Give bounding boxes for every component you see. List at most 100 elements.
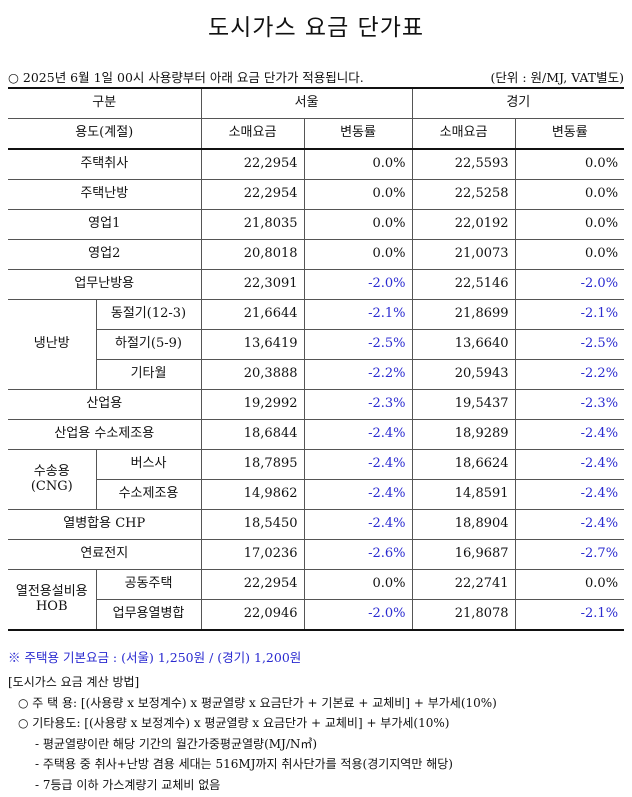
seoul-price: 20,3888 <box>200 359 305 390</box>
header-category: 구분 <box>8 87 202 119</box>
table-row: 업무난방용 22,3091 -2.0% 22,5146 -2.0% <box>8 269 625 300</box>
usage-label: 기타월 <box>96 359 202 390</box>
table-row: 하절기(5-9) 13,6419 -2.5% 13,6640 -2.5% <box>8 329 625 360</box>
usage-label: 영업2 <box>8 239 202 270</box>
seoul-price: 22,2954 <box>200 569 305 600</box>
page-title: 도시가스 요금 단가표 <box>207 15 425 41</box>
gg-price: 22,0192 <box>411 209 516 240</box>
seoul-change: 0.0% <box>303 209 413 240</box>
tariff-table: 구분 서울 경기 용도(계절) 소매요금 변동률 소매요금 변동률 주택취사 2… <box>8 87 625 631</box>
table-row: 연료전지 17,0236 -2.6% 16,9687 -2.7% <box>8 539 625 570</box>
seoul-price: 14,9862 <box>200 479 305 510</box>
gg-change: -2.3% <box>514 389 625 420</box>
group-label-transport: 수송용 (CNG) <box>8 449 97 510</box>
gg-price: 18,6624 <box>411 449 516 480</box>
seoul-price: 19,2992 <box>200 389 305 420</box>
usage-label: 공동주택 <box>95 569 202 600</box>
seoul-change: 0.0% <box>303 148 413 180</box>
seoul-change: -2.2% <box>303 359 413 390</box>
seoul-change: -2.0% <box>303 599 413 631</box>
gg-price: 22,5258 <box>411 179 516 210</box>
usage-label: 주택취사 <box>8 148 202 180</box>
usage-label: 영업1 <box>8 209 202 240</box>
header-gg-price: 소매요금 <box>411 118 516 150</box>
group-label-line: 수송용 <box>33 464 70 480</box>
seoul-price: 18,7895 <box>200 449 305 480</box>
seoul-change: -2.0% <box>303 269 413 300</box>
table-row: 열병합용 CHP 18,5450 -2.4% 18,8904 -2.4% <box>8 509 625 540</box>
seoul-price: 18,6844 <box>200 419 305 450</box>
usage-label: 버스사 <box>95 449 202 480</box>
seoul-change: -2.6% <box>303 539 413 570</box>
usage-label: 산업용 수소제조용 <box>8 419 202 450</box>
seoul-change: -2.4% <box>303 509 413 540</box>
calc-note: - 7등급 이하 가스계량기 교체비 없음 <box>35 777 221 792</box>
table-row: 냉난방 동절기(12-3) 21,6644 -2.1% 21,8699 -2.1… <box>8 299 625 390</box>
seoul-price: 21,6644 <box>200 299 305 330</box>
seoul-change: -2.1% <box>303 299 413 330</box>
gg-change: 0.0% <box>514 239 625 270</box>
table-row: 주택취사 22,2954 0.0% 22,5593 0.0% <box>8 148 625 180</box>
gg-change: -2.2% <box>514 359 625 390</box>
calc-note: - 주택용 중 취사+난방 겸용 세대는 516MJ까지 취사단가를 적용(경기… <box>35 757 453 772</box>
gg-price: 21,8078 <box>411 599 516 631</box>
gg-price: 13,6640 <box>411 329 516 360</box>
notice-line: ○ 2025년 6월 1일 00시 사용량부터 아래 요금 단가가 적용됩니다.… <box>8 67 624 86</box>
seoul-price: 22,2954 <box>200 148 305 180</box>
usage-label: 업무난방용 <box>8 269 202 300</box>
table-row: 산업용 수소제조용 18,6844 -2.4% 18,9289 -2.4% <box>8 419 625 450</box>
seoul-price: 21,8035 <box>200 209 305 240</box>
usage-label: 업무용열병합 <box>96 599 202 631</box>
calc-residential: ○ 주 택 용: [(사용량 x 보정계수) x 평균열량 x 요금단가 + 기… <box>18 695 497 710</box>
gg-price: 18,8904 <box>411 509 516 540</box>
table-row: 주택난방 22,2954 0.0% 22,5258 0.0% <box>8 179 625 210</box>
group-label-line: (CNG) <box>30 478 73 494</box>
calc-heading: [도시가스 요금 계산 방법] <box>8 675 140 689</box>
effective-date-notice: ○ 2025년 6월 1일 00시 사용량부터 아래 요금 단가가 적용됩니다. <box>8 70 364 85</box>
table-row: 수소제조용 14,9862 -2.4% 14,8591 -2.4% <box>8 479 625 510</box>
gg-change: 0.0% <box>514 179 625 210</box>
group-label-cooling-heating: 냉난방 <box>8 299 97 390</box>
group-label-line: 열전용설비용 <box>15 584 88 600</box>
gg-change: 0.0% <box>514 569 625 600</box>
usage-label: 수소제조용 <box>96 479 202 510</box>
header-seoul-change: 변동률 <box>303 118 413 150</box>
unit-label: (단위 : 원/MJ, VAT별도) <box>490 70 624 85</box>
table-row: 수송용 (CNG) 버스사 18,7895 -2.4% 18,6624 -2.4… <box>8 449 625 510</box>
usage-label: 동절기(12-3) <box>95 299 202 330</box>
gg-change: -2.1% <box>514 299 625 330</box>
calculation-method: [도시가스 요금 계산 방법] ○ 주 택 용: [(사용량 x 보정계수) x… <box>8 672 497 796</box>
gg-change: -2.4% <box>514 449 625 480</box>
header-usage: 용도(계절) <box>8 118 202 150</box>
seoul-change: 0.0% <box>303 179 413 210</box>
gg-price: 21,8699 <box>411 299 516 330</box>
usage-label: 하절기(5-9) <box>96 329 202 360</box>
gg-price: 18,9289 <box>411 419 516 450</box>
seoul-change: -2.3% <box>303 389 413 420</box>
gg-change: -2.5% <box>514 329 625 360</box>
seoul-price: 22,3091 <box>200 269 305 300</box>
gg-change: 0.0% <box>514 209 625 240</box>
header-gyeonggi: 경기 <box>411 87 625 119</box>
seoul-change: 0.0% <box>303 239 413 270</box>
group-label-heat-power: 열전용설비용 HOB <box>8 569 97 631</box>
gg-change: -2.7% <box>514 539 625 570</box>
header-seoul-price: 소매요금 <box>200 118 305 150</box>
seoul-price: 17,0236 <box>200 539 305 570</box>
seoul-change: -2.4% <box>303 449 413 480</box>
gg-price: 22,5146 <box>411 269 516 300</box>
usage-label: 열병합용 CHP <box>8 509 202 540</box>
table-row: 영업1 21,8035 0.0% 22,0192 0.0% <box>8 209 625 240</box>
gg-price: 22,5593 <box>411 148 516 180</box>
gg-price: 19,5437 <box>411 389 516 420</box>
basic-fee-footnote: ※ 주택용 기본요금 : (서울) 1,250원 / (경기) 1,200원 <box>8 650 302 665</box>
gg-change: -2.4% <box>514 479 625 510</box>
seoul-change: 0.0% <box>303 569 413 600</box>
table-row: 영업2 20,8018 0.0% 21,0073 0.0% <box>8 239 625 270</box>
seoul-change: -2.4% <box>303 479 413 510</box>
seoul-price: 22,2954 <box>200 179 305 210</box>
header-seoul: 서울 <box>200 87 413 119</box>
seoul-price: 13,6419 <box>200 329 305 360</box>
usage-label: 주택난방 <box>8 179 202 210</box>
calc-note: - 평균열량이란 해당 기간의 월간가중평균열량(MJ/N㎥) <box>35 736 318 751</box>
